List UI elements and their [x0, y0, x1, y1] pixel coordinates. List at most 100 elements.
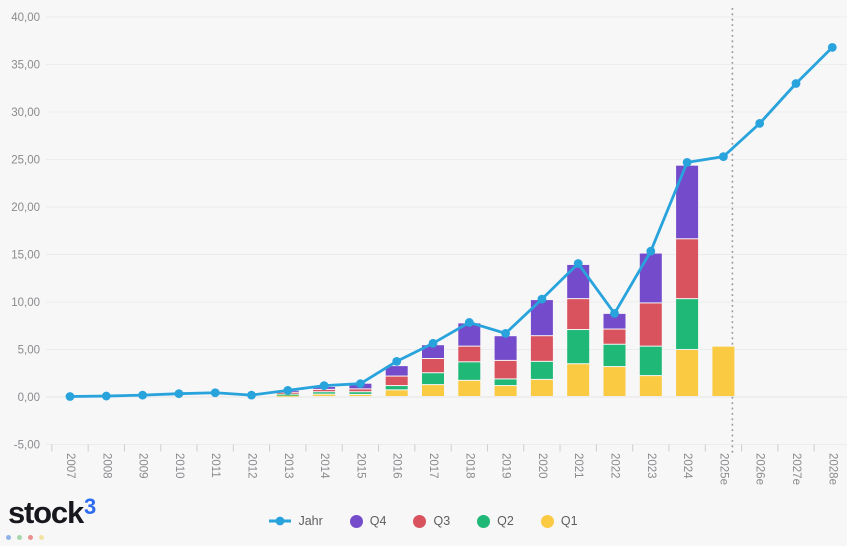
- jahr-line-point-2007[interactable]: [65, 392, 75, 401]
- jahr-line-point-2017[interactable]: [428, 338, 438, 348]
- bar-segment-q2-2018[interactable]: [458, 362, 481, 380]
- chart-canvas: 40,00 35,00 30,00 25,00 20,00 15,00 10,00 5,00 0…: [11, 8, 847, 485]
- jahr-line-point-2011[interactable]: [210, 388, 220, 398]
- jahr-line-point-2018[interactable]: [464, 318, 474, 327]
- legend-label: Q2: [497, 514, 514, 528]
- bar-segment-q1-2013[interactable]: [276, 395, 299, 397]
- bar-segment-q2-2019[interactable]: [494, 379, 517, 386]
- bar-segment-q3-2014[interactable]: [313, 389, 336, 392]
- jahr-line-point-2024[interactable]: [682, 157, 692, 167]
- x-axis-label: 2007: [64, 453, 76, 479]
- x-axis-label: 2017: [427, 453, 439, 479]
- jahr-line-point-2020[interactable]: [537, 294, 547, 304]
- jahr-line-point-2026e[interactable]: [755, 119, 765, 128]
- jahr-line-point-2010[interactable]: [174, 389, 184, 399]
- legend-item-q3[interactable]: Q3: [413, 514, 450, 528]
- bar-segment-q1-2022[interactable]: [603, 367, 626, 396]
- bar-segment-q4-2023[interactable]: [639, 253, 662, 303]
- y-axis-label: 0,00: [18, 392, 40, 404]
- bar-segment-q2-2022[interactable]: [603, 344, 626, 367]
- bar-segment-q4-2017[interactable]: [422, 345, 444, 358]
- bar-segment-q3-2018[interactable]: [458, 346, 481, 362]
- bar-segment-q2-2016[interactable]: [385, 386, 408, 390]
- bar-segment-q1-2021[interactable]: [567, 364, 590, 396]
- bar-segment-q3-2016[interactable]: [385, 376, 408, 386]
- x-axis-label: 2010: [173, 453, 185, 479]
- bar-segment-q3-2015[interactable]: [349, 389, 372, 392]
- bar-segment-q1-2016[interactable]: [385, 390, 408, 396]
- bar-segment-q3-2019[interactable]: [494, 360, 517, 379]
- bar-segment-q3-2022[interactable]: [603, 329, 626, 344]
- legend-line-marker-icon: [269, 516, 292, 526]
- jahr-line-point-2021[interactable]: [573, 259, 583, 268]
- bar-segment-q4-2016[interactable]: [385, 366, 408, 376]
- legend-dot-icon: [349, 514, 363, 528]
- bar-segment-q4-2020[interactable]: [530, 300, 553, 336]
- legend-label: Q3: [433, 514, 451, 528]
- bar-segment-q3-2020[interactable]: [530, 336, 553, 361]
- x-axis-label: 2015: [354, 453, 366, 479]
- logo-dot-icon: [17, 535, 22, 540]
- jahr-line-point-2016[interactable]: [392, 356, 402, 366]
- jahr-line-point-2023[interactable]: [646, 246, 656, 256]
- bar-segment-q4-2018[interactable]: [458, 323, 481, 346]
- bar-segment-q1-2024[interactable]: [676, 349, 699, 396]
- y-axis-label: 15,00: [11, 250, 40, 262]
- bar-segment-q2-2020[interactable]: [530, 361, 553, 379]
- jahr-line-point-2027e[interactable]: [791, 79, 801, 88]
- jahr-line-point-2028e[interactable]: [827, 43, 837, 52]
- bar-segment-q1-2015[interactable]: [349, 394, 372, 396]
- jahr-line-point-2025e[interactable]: [719, 152, 728, 162]
- legend-item-q2[interactable]: Q2: [477, 514, 514, 528]
- logo-dots: [6, 535, 44, 540]
- y-axis-label: 35,00: [11, 60, 40, 72]
- legend-item-jahr[interactable]: Jahr: [269, 514, 323, 528]
- bar-segment-q1-2020[interactable]: [530, 379, 553, 396]
- bar-segment-q2-2017[interactable]: [422, 373, 444, 385]
- jahr-line-point-2014[interactable]: [319, 381, 329, 390]
- jahr-line-point-2015[interactable]: [356, 379, 365, 389]
- x-axis-label: 2026e: [754, 453, 766, 485]
- bar-segment-q3-2021[interactable]: [567, 299, 590, 330]
- y-axis-label: 5,00: [18, 345, 40, 357]
- legend-label: Jahr: [298, 514, 323, 528]
- x-axis-label: 2018: [463, 453, 475, 479]
- legend-dot-icon: [477, 514, 491, 528]
- x-axis-label: 2013: [282, 453, 294, 479]
- x-axis-label: 2027e: [790, 453, 802, 485]
- x-axis-label: 2020: [536, 453, 548, 479]
- legend-item-q1[interactable]: Q1: [540, 514, 578, 528]
- x-axis-label: 2024: [681, 453, 693, 479]
- bar-segment-q4-2019[interactable]: [494, 336, 517, 360]
- x-axis-label: 2019: [500, 453, 512, 479]
- bar-segment-q2-2024[interactable]: [676, 299, 699, 349]
- legend-dot-icon: [413, 514, 427, 528]
- legend-item-q4[interactable]: Q4: [349, 514, 386, 528]
- jahr-line-point-2013[interactable]: [283, 385, 293, 395]
- bar-segment-q2-2014[interactable]: [313, 392, 336, 394]
- y-axis-label: 10,00: [11, 297, 40, 309]
- bar-segment-q3-2017[interactable]: [422, 359, 444, 373]
- jahr-line-point-2009[interactable]: [138, 390, 148, 400]
- bar-segment-q4-2024[interactable]: [676, 165, 699, 239]
- jahr-line-point-2019[interactable]: [501, 328, 510, 338]
- bar-segment-q2-2021[interactable]: [567, 330, 590, 364]
- jahr-line-point-2022[interactable]: [610, 309, 619, 318]
- bar-segment-q1-2019[interactable]: [494, 386, 517, 396]
- jahr-line-point-2012[interactable]: [247, 390, 256, 400]
- logo-superscript: 3: [83, 494, 97, 519]
- bar-segment-q2-2015[interactable]: [349, 392, 372, 394]
- bar-segment-q3-2024[interactable]: [676, 239, 699, 299]
- logo-dot-icon: [39, 535, 44, 540]
- bar-segment-q1-2017[interactable]: [422, 385, 444, 396]
- bar-segment-q1-2018[interactable]: [458, 380, 481, 396]
- bar-segment-q1-2023[interactable]: [639, 376, 662, 396]
- bar-segment-q3-2023[interactable]: [639, 303, 662, 346]
- bar-segment-q1-2014[interactable]: [313, 394, 336, 396]
- x-axis-label: 2023: [645, 453, 657, 479]
- jahr-line-point-2008[interactable]: [101, 391, 111, 401]
- bar-segment-q2-2023[interactable]: [639, 346, 662, 376]
- bar-segment-q2-2013[interactable]: [276, 394, 299, 396]
- bar-segment-q1-2025e[interactable]: [712, 346, 735, 396]
- bar-segment-q4-2022[interactable]: [603, 313, 626, 329]
